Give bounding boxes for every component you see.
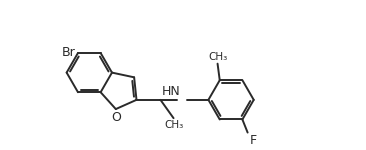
Text: Br: Br [61,46,75,60]
Text: CH₃: CH₃ [164,120,183,130]
Text: O: O [111,111,121,124]
Text: CH₃: CH₃ [208,52,227,62]
Text: HN: HN [162,85,181,98]
Text: F: F [249,134,257,147]
